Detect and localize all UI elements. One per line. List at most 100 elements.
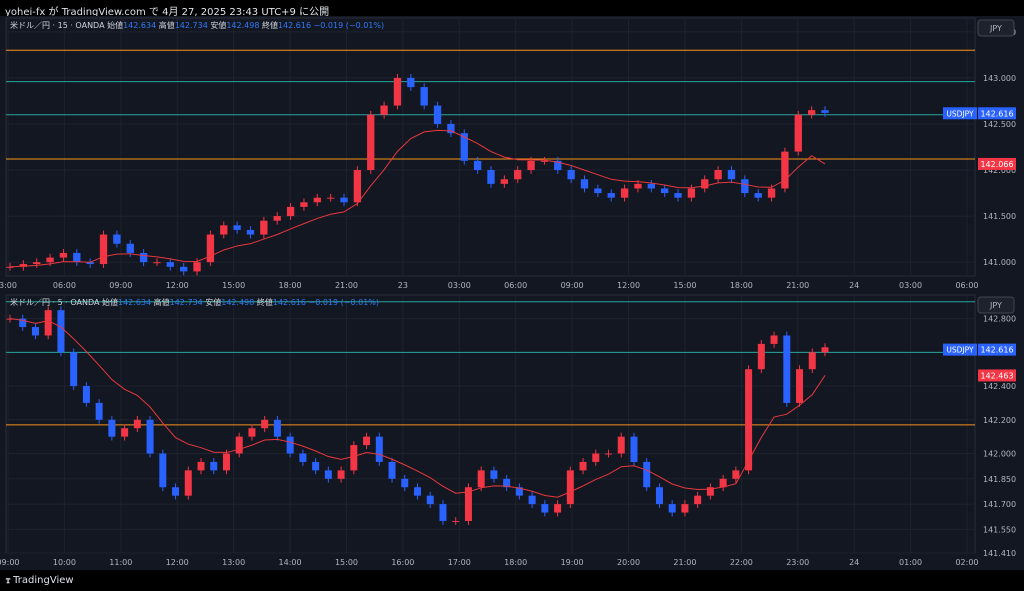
symbol-tag-label: USDJPY xyxy=(946,346,974,355)
symbol-tag-label: USDJPY xyxy=(946,109,974,118)
last-price-tag xyxy=(978,343,1016,356)
legend-part: 142.498 xyxy=(221,298,257,307)
time-tick-label: 24 xyxy=(849,558,859,567)
candle-body xyxy=(719,478,727,488)
candle-body xyxy=(540,160,549,162)
footer-brand: TradingView xyxy=(13,575,74,586)
candle-body xyxy=(668,504,676,513)
time-tick-label: 09:00 xyxy=(561,281,584,290)
price-tick-label: 142.500 xyxy=(983,120,1016,129)
time-tick-label: 01:00 xyxy=(899,558,922,567)
time-tick-label: 18:00 xyxy=(504,558,527,567)
candle-body xyxy=(770,335,778,344)
candle-body xyxy=(133,419,141,429)
time-tick-label: 15:00 xyxy=(335,558,358,567)
candle-body xyxy=(767,188,776,198)
candle-body xyxy=(741,179,749,194)
time-tick-label: 10:00 xyxy=(53,558,76,567)
chart-15min[interactable]: 3:00 06:00 09:00 12:00 15:00 18:00 21:00 23 03:0… xyxy=(0,16,1024,293)
candle-body xyxy=(592,453,600,462)
candle-body xyxy=(367,114,375,171)
candle-body xyxy=(554,160,562,171)
legend: 米ドル／円 · 15 · OANDA 始値142.634 高値142.734 安… xyxy=(10,20,384,30)
legend-part: 142.734 xyxy=(175,21,211,30)
candle-body xyxy=(33,262,41,265)
candle-body xyxy=(222,453,230,471)
candle-body xyxy=(687,188,696,198)
time-tick-label: 23:00 xyxy=(786,558,809,567)
candle-body xyxy=(460,133,468,161)
candle-body xyxy=(796,369,804,403)
currency-label: JPY xyxy=(989,24,1002,33)
price-tick-label: 142.800 xyxy=(983,315,1016,324)
candle-body xyxy=(490,470,498,479)
candle-body xyxy=(681,504,689,513)
candle-body xyxy=(706,487,714,496)
time-tick-label: 21:00 xyxy=(335,281,358,290)
candle-body xyxy=(126,243,134,253)
candle-body xyxy=(206,234,215,263)
candle-body xyxy=(503,478,511,488)
candle-body xyxy=(146,419,154,454)
candle-body xyxy=(113,234,121,244)
candle-body xyxy=(153,262,161,264)
legend-part: 高値 xyxy=(154,297,170,307)
time-tick-label: 18:00 xyxy=(279,281,302,290)
candle-body xyxy=(515,487,523,496)
candle-body xyxy=(580,179,589,189)
candle-body xyxy=(312,461,320,471)
candle-body xyxy=(95,402,103,420)
candle-body xyxy=(184,470,192,496)
time-tick-label: 15:00 xyxy=(673,281,696,290)
price-tick-label: 141.850 xyxy=(983,475,1016,484)
chart-5min[interactable]: 09:00 10:00 11:00 12:00 13:00 14:00 15:00 16:00… xyxy=(0,293,1024,570)
price-tick-label: 141.500 xyxy=(983,212,1016,221)
time-tick-label: 03:00 xyxy=(899,281,922,290)
legend-part: 終値 xyxy=(262,20,278,30)
candle-body xyxy=(754,193,762,198)
candle-body xyxy=(407,77,415,88)
candle-body xyxy=(375,436,383,462)
candle-body xyxy=(781,151,789,189)
candle-body xyxy=(477,470,485,488)
candle-body xyxy=(235,436,243,454)
legend-part: 142.734 xyxy=(170,298,206,307)
candle-body xyxy=(44,310,52,336)
candle-body xyxy=(500,179,509,184)
last-price-tag xyxy=(978,107,1016,120)
candle-body xyxy=(821,347,829,353)
candle-body xyxy=(233,225,241,230)
time-tick-label: 22:00 xyxy=(730,558,753,567)
candle-body xyxy=(447,123,455,134)
candle-body xyxy=(528,495,536,505)
candle-body xyxy=(821,110,829,113)
candle-body xyxy=(46,257,54,263)
candle-body xyxy=(607,193,615,198)
candle-body xyxy=(487,170,495,184)
chart-background xyxy=(0,16,1024,293)
time-tick-label: 11:00 xyxy=(109,558,132,567)
price-tick-label: 141.410 xyxy=(983,549,1016,558)
candle-body xyxy=(567,170,575,180)
legend-part: 米ドル／円 · 15 · OANDA xyxy=(10,20,107,30)
time-tick-label: 16:00 xyxy=(391,558,414,567)
candle-body xyxy=(59,252,68,258)
candle-body xyxy=(527,160,535,171)
candle-body xyxy=(260,220,268,235)
legend-part: −0.019 (−0.01%) xyxy=(314,21,385,30)
candle-body xyxy=(634,183,642,189)
time-tick-label: 3:00 xyxy=(0,281,17,290)
time-tick-label: 18:00 xyxy=(730,281,753,290)
candle-body xyxy=(193,262,201,272)
price-tick-label: 143.000 xyxy=(983,74,1016,83)
candle-body xyxy=(248,428,256,437)
candle-body xyxy=(300,202,308,207)
tradingview-logo[interactable]: ꭲ TradingView xyxy=(6,575,74,586)
candle-body xyxy=(655,487,663,505)
plot-frame xyxy=(5,17,976,277)
candle-body xyxy=(579,461,587,471)
candle-body xyxy=(514,170,522,180)
candle-body xyxy=(617,436,625,454)
candle-body xyxy=(337,470,345,479)
chart-background xyxy=(0,293,1024,570)
